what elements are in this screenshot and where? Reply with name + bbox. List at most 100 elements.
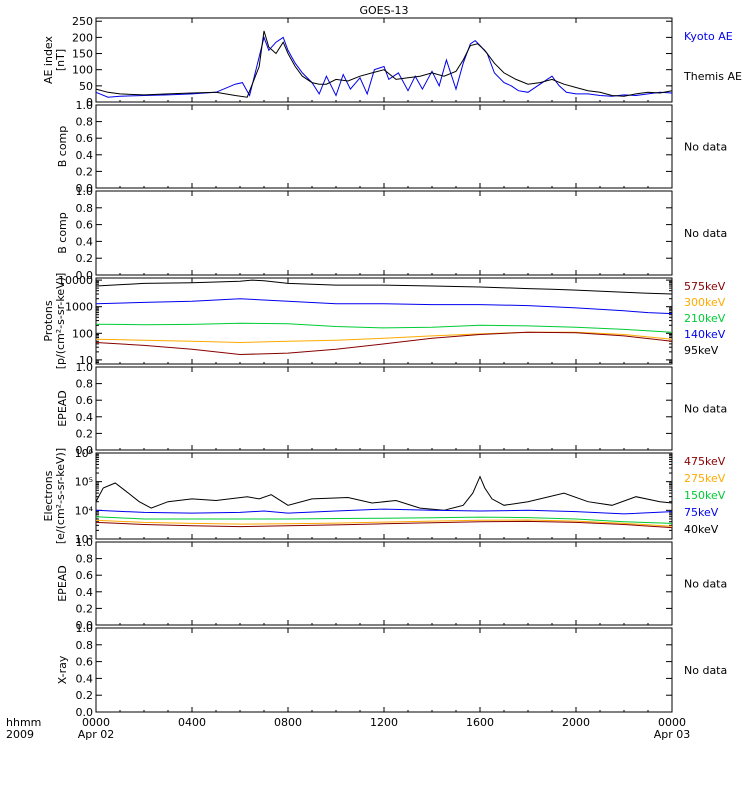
y-tick-label: 100 — [72, 327, 93, 340]
y-tick-label: 50 — [79, 80, 93, 93]
y-tick-label: 0.2 — [76, 252, 94, 265]
panel-5: 0.0 0.2 0.4 0.6 0.8 1.0 EPEAD No data — [56, 361, 727, 457]
legend-item: 575keV — [684, 280, 726, 293]
y-tick-label: 0.2 — [76, 427, 94, 440]
y-tick-label: 0.0 — [76, 269, 94, 282]
panel-stack: 0 50 100 150 200 250 AE index [nT] Kyoto AE Themi… — [42, 15, 742, 719]
series-210kev — [95, 322, 673, 333]
y-tick-label: 1.0 — [76, 622, 94, 635]
series-kyoto-ae — [95, 35, 673, 98]
y-axis-label: [p/(cm²-s-sr-keV)] — [54, 273, 67, 370]
y-tick-label: 10⁵ — [75, 476, 93, 489]
time-axis-corner-bottom: 2009 — [6, 728, 34, 741]
y-tick-label: 1.0 — [76, 99, 94, 112]
y-tick-label: 10000 — [58, 274, 93, 287]
y-tick-label: 0 — [86, 96, 93, 109]
time-tick-label: 0400 — [178, 716, 206, 729]
y-tick-label: 1.0 — [76, 361, 94, 374]
y-axis-label: B comp — [56, 126, 69, 168]
time-tick-label: 0800 — [274, 716, 302, 729]
time-tick-label: 1200 — [370, 716, 398, 729]
series-75kev — [95, 508, 673, 515]
y-tick-label: 0.6 — [76, 394, 94, 407]
y-tick-label: 0.6 — [76, 132, 94, 145]
panel-7: 0.0 0.2 0.4 0.6 0.8 1.0 EPEAD No data — [56, 536, 727, 632]
y-tick-label: 0.6 — [76, 569, 94, 582]
legend-item: 95keV — [684, 344, 719, 357]
y-tick-label: 10⁴ — [75, 504, 94, 517]
time-tick-label: 0000 — [658, 716, 686, 729]
panel-3: 0.0 0.2 0.4 0.6 0.8 1.0 B comp No data — [56, 185, 727, 282]
y-tick-label: 250 — [72, 15, 93, 28]
y-tick-label: 0.0 — [76, 706, 94, 719]
y-axis-label: [nT] — [54, 49, 67, 71]
panel-6: 10³ 10⁴ 10⁵ 10⁶ Electrons [e/(cm²-s-sr-keV)] 4… — [42, 447, 726, 546]
y-tick-label: 0.2 — [76, 689, 94, 702]
y-tick-label: 1.0 — [76, 185, 94, 198]
y-tick-label: 10³ — [75, 533, 93, 546]
y-tick-label: 0.8 — [76, 116, 94, 129]
y-tick-label: 0.4 — [76, 149, 94, 162]
y-axis-label: EPEAD — [56, 565, 69, 602]
y-tick-label: 0.2 — [76, 602, 94, 615]
y-tick-label: 0.2 — [76, 165, 94, 178]
series-575kev — [95, 331, 673, 356]
y-axis-label: Electrons — [42, 470, 55, 521]
legend-item: 140keV — [684, 328, 726, 341]
panel-1: 0 50 100 150 200 250 AE index [nT] Kyoto AE Themi… — [42, 15, 742, 109]
legend-item: 275keV — [684, 472, 726, 485]
y-tick-label: 0.8 — [76, 553, 94, 566]
y-axis-label: AE index — [42, 35, 55, 84]
series-140kev — [95, 298, 673, 315]
legend-item: 300keV — [684, 296, 726, 309]
y-tick-label: 0.8 — [76, 202, 94, 215]
y-axis-label: B comp — [56, 212, 69, 254]
y-tick-label: 0.8 — [76, 639, 94, 652]
legend-item: No data — [684, 141, 727, 154]
legend-item: 150keV — [684, 489, 726, 502]
time-tick-label: 0000 — [82, 716, 110, 729]
legend-item: No data — [684, 664, 727, 677]
y-tick-label: 0.0 — [76, 182, 94, 195]
y-tick-label: 0.6 — [76, 219, 94, 232]
series-275kev — [95, 519, 673, 527]
y-tick-label: 0.0 — [76, 619, 94, 632]
time-tick-label: 1600 — [466, 716, 494, 729]
y-tick-label: 150 — [72, 48, 93, 61]
panel-8: 0.0 0.2 0.4 0.6 0.8 1.0 X-ray No data — [56, 622, 727, 719]
legend-item: Kyoto AE — [684, 30, 733, 43]
y-tick-label: 1000 — [65, 301, 93, 314]
y-tick-label: 0.4 — [76, 411, 94, 424]
legend-item: No data — [684, 578, 727, 591]
legend-item: Themis AE — [683, 70, 742, 83]
y-axis-label: Protons — [42, 300, 55, 341]
legend-item: No data — [684, 227, 727, 240]
legend-item: 75keV — [684, 506, 719, 519]
y-tick-label: 200 — [72, 31, 93, 44]
y-tick-label: 100 — [72, 64, 93, 77]
time-tick-date: Apr 02 — [78, 728, 115, 741]
series-150kev — [95, 516, 673, 524]
y-tick-label: 0.4 — [76, 672, 94, 685]
y-tick-label: 0.0 — [76, 444, 94, 457]
y-axis-label: [e/(cm²-s-sr-keV)] — [54, 448, 67, 544]
series-475kev — [95, 520, 673, 529]
y-tick-label: 0.4 — [76, 586, 94, 599]
legend-item: 475keV — [684, 455, 726, 468]
time-tick-label: 2000 — [562, 716, 590, 729]
time-axis-corner-top: hhmm — [6, 716, 41, 729]
series-95kev — [95, 279, 673, 295]
y-tick-label: 10⁶ — [75, 447, 94, 460]
series-40kev — [95, 475, 673, 511]
legend-item: No data — [684, 403, 727, 416]
legend-item: 40keV — [684, 523, 719, 536]
y-tick-label: 10 — [79, 354, 93, 367]
y-tick-label: 1.0 — [76, 536, 94, 549]
y-axis-label: X-ray — [56, 655, 69, 684]
y-tick-label: 0.4 — [76, 235, 94, 248]
y-axis-label: EPEAD — [56, 390, 69, 427]
